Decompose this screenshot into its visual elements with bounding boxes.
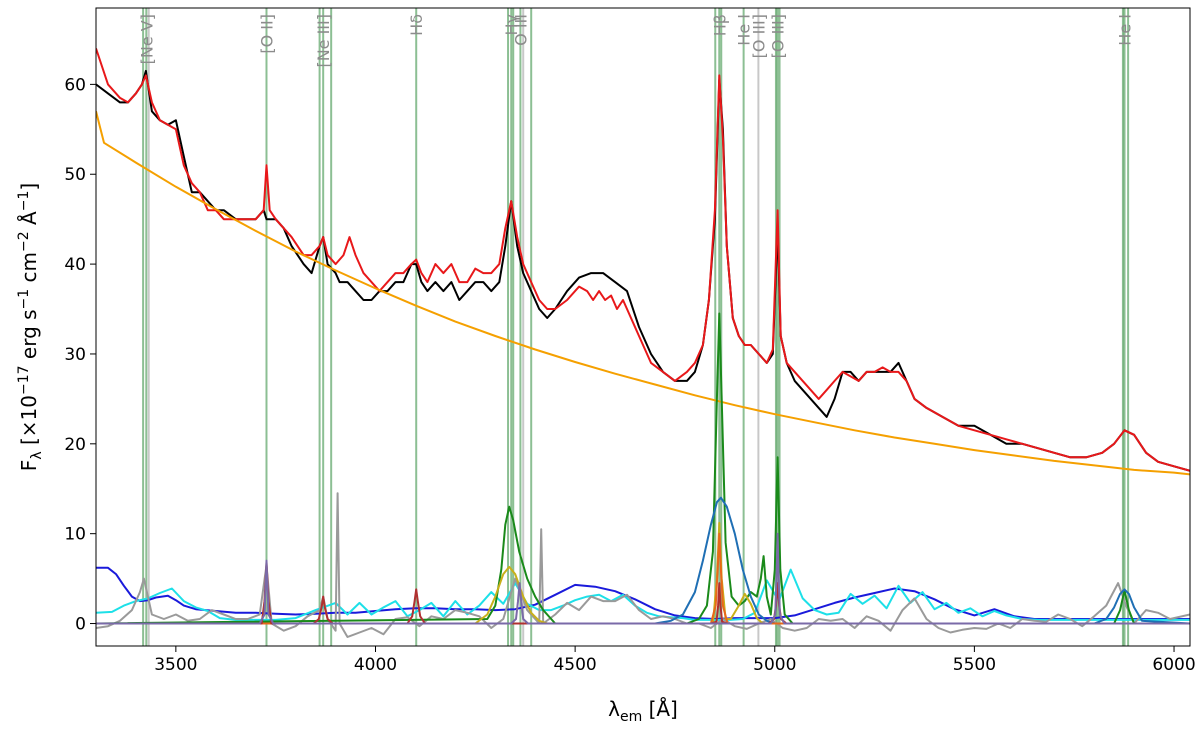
y-tick-label: 60 (64, 75, 86, 95)
emission-line-label: [Ne V] (137, 14, 156, 64)
y-tick-label: 30 (64, 345, 86, 365)
series-line-6 (96, 312, 1190, 625)
y-axis-label: Fλ [×10−17 erg s−1 cm−2 Å−1] (16, 183, 45, 471)
x-tick-label: 6000 (1152, 655, 1195, 675)
x-tick-label: 4500 (553, 655, 596, 675)
x-tick-label: 5500 (953, 655, 996, 675)
emission-line-labels: [Ne V] [O II] [Ne III] Hδ HγO III Hβ He I[O II… (137, 14, 1134, 68)
y-tick-label: 40 (64, 255, 86, 275)
y-axis-ticks: 0 10 20 30 40 50 60 (64, 75, 96, 635)
series-line-11 (96, 532, 1190, 625)
y-tick-label: 50 (64, 165, 86, 185)
series-line-9 (96, 532, 1190, 625)
series-line-2 (96, 111, 1190, 476)
emission-line-label: Hβ (710, 14, 729, 36)
emission-line-label: [Ne III] (314, 14, 333, 68)
series-line-3 (96, 566, 1190, 620)
emission-line-label: [O III] (749, 14, 768, 58)
y-tick-label: 0 (75, 615, 86, 635)
plot-frame (95, 7, 1191, 647)
series-line-7 (96, 496, 1190, 625)
x-tick-label: 3500 (154, 655, 197, 675)
series-line-1 (96, 48, 1190, 472)
spectrum-series (96, 48, 1190, 638)
emission-line-label: [O III] (769, 14, 788, 58)
x-tick-label: 5000 (753, 655, 796, 675)
x-tick-label: 4000 (354, 655, 397, 675)
emission-line-label: O III (511, 14, 530, 46)
series-line-0 (96, 69, 1190, 472)
plot-background (96, 8, 1190, 646)
series-line-4 (96, 568, 1190, 621)
emission-line-label: He I (735, 14, 754, 46)
emission-line-label: [O II] (258, 14, 277, 54)
x-axis-label: λem [Å] (608, 697, 678, 725)
y-tick-label: 20 (64, 435, 86, 455)
emission-line-label: Hδ (407, 14, 426, 36)
emission-line-label: Hγ (502, 14, 521, 36)
x-axis-ticks: 3500 4000 4500 5000 5500 6000 (154, 646, 1196, 675)
emission-line-label: He I (1116, 14, 1135, 46)
y-tick-label: 10 (64, 525, 86, 545)
